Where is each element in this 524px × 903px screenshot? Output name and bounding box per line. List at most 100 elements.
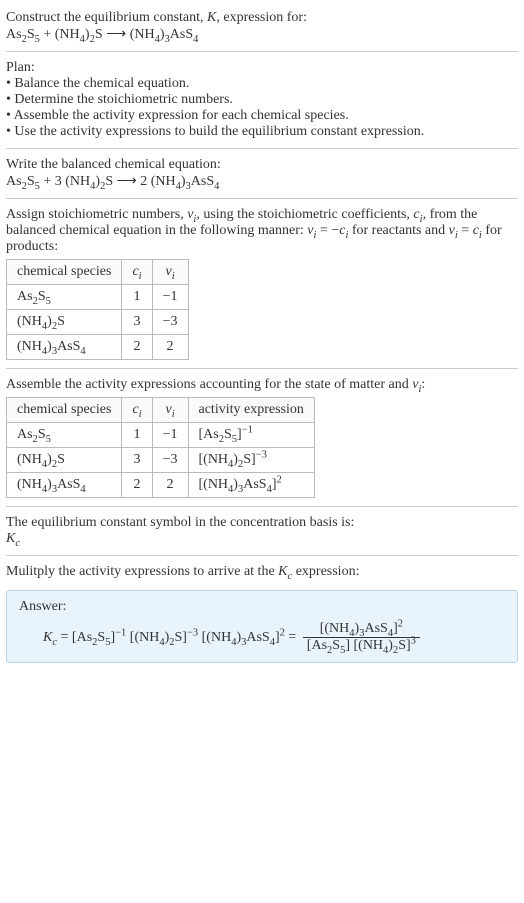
eq-coef: 3 (55, 174, 66, 189)
K: K (43, 630, 52, 645)
text: expression: (292, 564, 359, 579)
equals: = (57, 630, 72, 645)
a: AsS (243, 477, 266, 492)
sub: 4 (80, 484, 85, 495)
term3: [(NH4)3AsS4]2 (202, 630, 285, 645)
col-nu: νi (152, 398, 188, 423)
a: [As (72, 630, 92, 645)
col-activity: activity expression (188, 398, 314, 423)
eq-part: (NH (65, 174, 90, 189)
eq-plus: + (40, 27, 55, 42)
plan-bullet: • Balance the chemical equation. (6, 76, 518, 92)
cell-species: (NH4)3AsS4 (7, 473, 122, 498)
a: AsS (246, 630, 269, 645)
eq-part: (NH (151, 174, 176, 189)
plan-section: Plan: • Balance the chemical equation. •… (6, 54, 518, 146)
term1: [As2S5]−1 (72, 630, 126, 645)
sub: 5 (46, 296, 51, 307)
col-c: ci (122, 398, 152, 423)
eq-arrow: ⟶ (113, 174, 140, 189)
eq-part: S (27, 27, 35, 42)
a: AsS (364, 621, 387, 636)
numerator: [(NH4)3AsS4]2 (303, 621, 420, 638)
eq-arrow: ⟶ (103, 27, 130, 42)
a: [As (199, 427, 219, 442)
sub-c: c (15, 538, 20, 549)
sp: S (57, 314, 65, 329)
sp: S (38, 427, 46, 442)
text: for reactants and (348, 223, 448, 238)
equals: = (285, 630, 300, 645)
sup: 3 (411, 635, 416, 646)
intro-K: K (207, 10, 216, 25)
a: S] (398, 638, 410, 653)
sp: As (17, 427, 33, 442)
a: S (332, 638, 340, 653)
cell-c: 1 (122, 423, 152, 448)
cell-species: As2S5 (7, 285, 122, 310)
text: : (421, 377, 425, 392)
table-row: (NH4)2S 3 −3 (7, 310, 189, 335)
eq-plus: + (40, 174, 55, 189)
sup: −3 (256, 449, 267, 460)
intro-equation: As2S5 + (NH4)2S ⟶ (NH4)3AsS4 (6, 27, 198, 42)
sub-i: i (139, 271, 142, 282)
cell-activity: [As2S5]−1 (188, 423, 314, 448)
divider (6, 148, 518, 149)
sp: S (38, 289, 46, 304)
text: Mulitply the activity expressions to arr… (6, 564, 278, 579)
cell-species: As2S5 (7, 423, 122, 448)
cell-nu: −1 (152, 285, 188, 310)
cell-nu: 2 (152, 335, 188, 360)
sub: 4 (80, 346, 85, 357)
stoich-section: Assign stoichiometric numbers, νi, using… (6, 201, 518, 366)
a: S] (175, 630, 187, 645)
sp: As (17, 289, 33, 304)
plan-bullet: • Determine the stoichiometric numbers. (6, 92, 518, 108)
cell-activity: [(NH4)3AsS4]2 (188, 473, 314, 498)
cell-species: (NH4)3AsS4 (7, 335, 122, 360)
intro-text: Construct the equilibrium constant, (6, 10, 207, 25)
kc-inline: Kc (278, 564, 292, 579)
eq-sub: 4 (214, 181, 219, 192)
activity-table: chemical species ci νi activity expressi… (6, 397, 315, 498)
activity-title: Assemble the activity expressions accoun… (6, 377, 518, 393)
balanced-section: Write the balanced chemical equation: As… (6, 151, 518, 196)
sp: AsS (57, 339, 80, 354)
sup: −1 (242, 424, 253, 435)
cell-c: 1 (122, 285, 152, 310)
table-row: (NH4)3AsS4 2 2 (7, 335, 189, 360)
cell-nu: 2 (152, 473, 188, 498)
eq-sub: 4 (193, 34, 198, 45)
sp: (NH (17, 314, 42, 329)
eq-coef: 2 (140, 174, 151, 189)
divider (6, 198, 518, 199)
cell-species: (NH4)2S (7, 448, 122, 473)
eq-part: AsS (170, 27, 193, 42)
sub-i: i (172, 271, 175, 282)
kc-section: The equilibrium constant symbol in the c… (6, 509, 518, 553)
cell-c: 3 (122, 310, 152, 335)
eq-part: As (6, 27, 22, 42)
table-row: As2S5 1 −1 (7, 285, 189, 310)
cell-species: (NH4)2S (7, 310, 122, 335)
cell-nu: −3 (152, 448, 188, 473)
sup: 2 (398, 618, 403, 629)
activity-section: Assemble the activity expressions accoun… (6, 371, 518, 504)
plan-title: Plan: (6, 60, 518, 76)
col-nu: νi (152, 260, 188, 285)
col-species: chemical species (7, 398, 122, 423)
sup: 2 (277, 474, 282, 485)
cell-activity: [(NH4)2S]−3 (188, 448, 314, 473)
kc: Kc (43, 630, 57, 645)
sp: (NH (17, 452, 42, 467)
a: S (224, 427, 232, 442)
kc-symbol: Kc (6, 531, 20, 546)
eq-part: AsS (191, 174, 214, 189)
text: = (458, 223, 473, 238)
sp: (NH (17, 339, 42, 354)
text: Assemble the activity expressions accoun… (6, 377, 412, 392)
a: [As (307, 638, 327, 653)
cell-c: 2 (122, 473, 152, 498)
kc-text: The equilibrium constant symbol in the c… (6, 515, 518, 531)
